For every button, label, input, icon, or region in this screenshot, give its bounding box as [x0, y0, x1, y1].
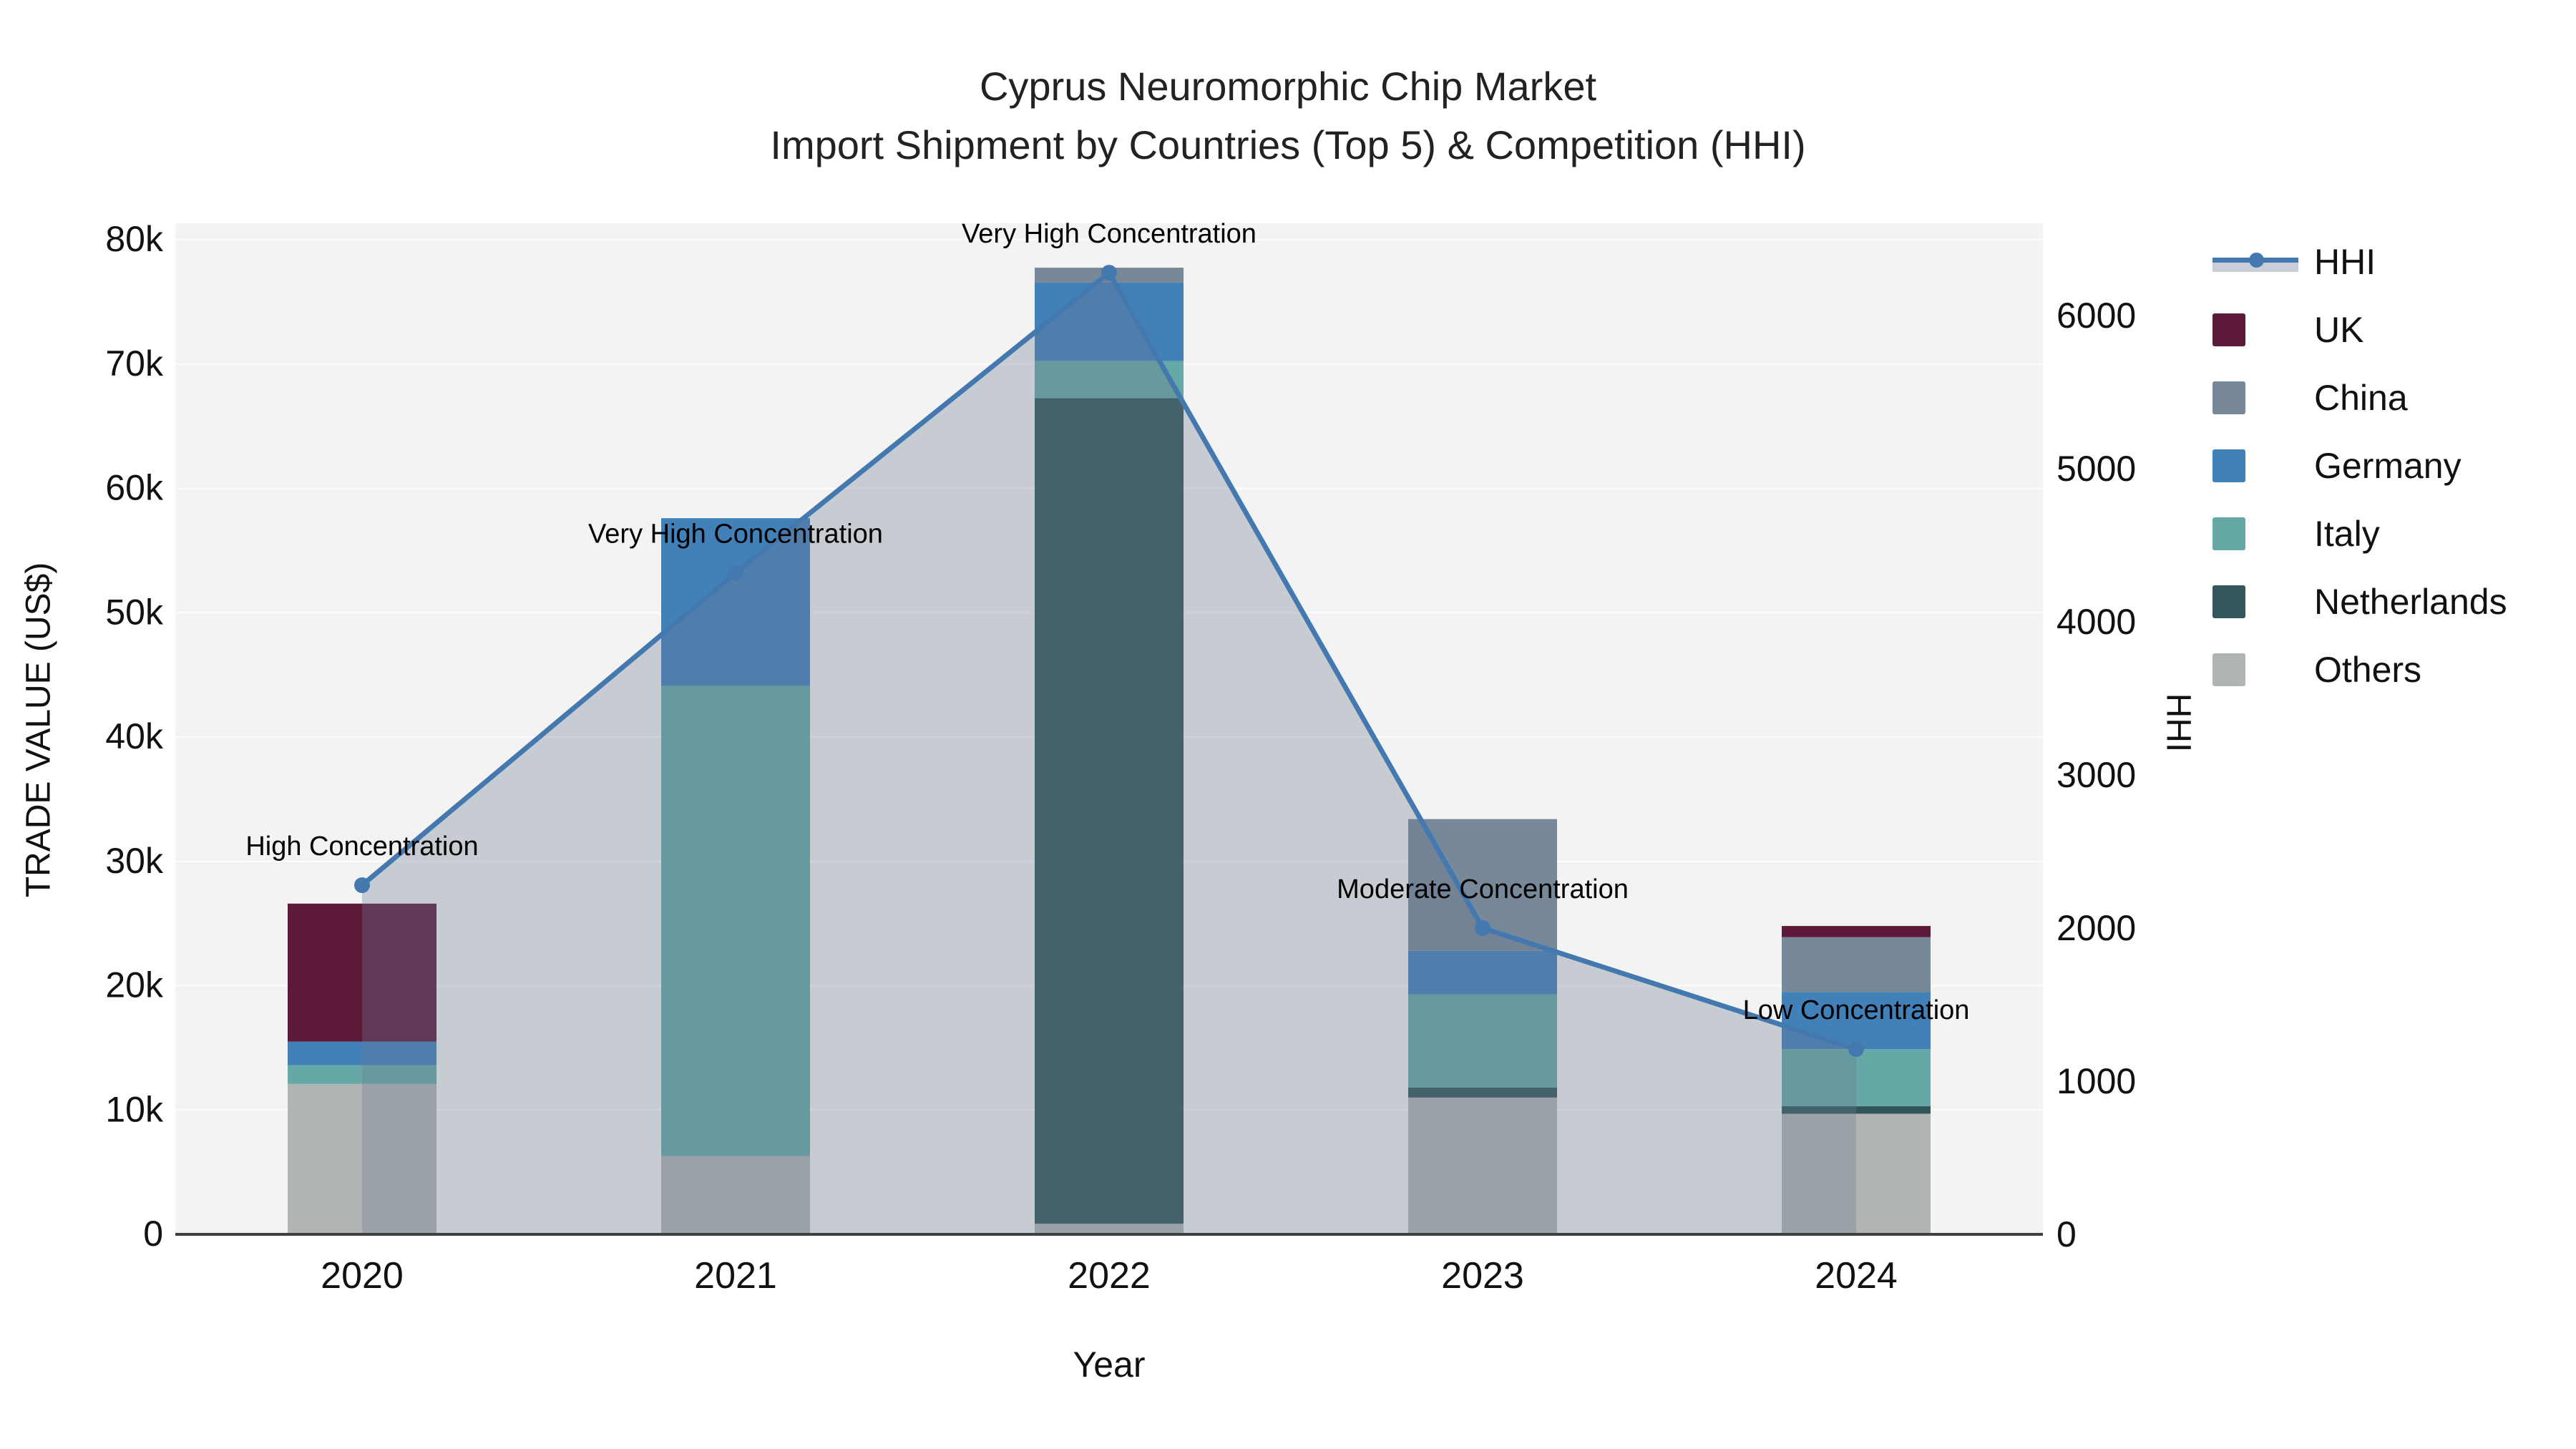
right-tick-label: 5000 — [2057, 449, 2136, 489]
left-tick-label: 70k — [105, 343, 164, 384]
legend-item-germany[interactable]: Germany — [2212, 431, 2556, 499]
left-tick-label: 20k — [105, 965, 164, 1005]
x-axis-title: Year — [1073, 1345, 1146, 1385]
chart-title-line2: Import Shipment by Countries (Top 5) & C… — [770, 122, 1806, 167]
bar-segment-italy-2020[interactable] — [288, 1065, 436, 1084]
bar-segment-italy-2021[interactable] — [661, 686, 810, 1156]
left-tick-label: 0 — [143, 1214, 163, 1254]
left-axis-title: TRADE VALUE (US$) — [19, 562, 58, 898]
annotation-2024: Low Concentration — [1743, 995, 1970, 1025]
annotation-2021: Very High Concentration — [588, 519, 883, 550]
left-tick-label: 10k — [105, 1089, 164, 1129]
left-tick-label: 30k — [105, 841, 164, 881]
legend-item-italy[interactable]: Italy — [2212, 499, 2556, 567]
x-tick-label-2024: 2024 — [1815, 1255, 1898, 1297]
bar-segment-italy-2022[interactable] — [1035, 361, 1184, 399]
legend: HHI UK China Germany Italy Netherlands Others — [2212, 228, 2556, 703]
annotation-2020: High Concentration — [245, 831, 478, 862]
legend-item-others[interactable]: Others — [2212, 635, 2556, 703]
right-tick-label: 1000 — [2057, 1061, 2136, 1101]
legend-label-netherlands: Netherlands — [2314, 581, 2507, 622]
hhi-line-icon — [2212, 245, 2298, 278]
hhi-marker-2020[interactable] — [354, 877, 370, 894]
legend-swatch-netherlands — [2212, 585, 2245, 618]
hhi-marker-2021[interactable] — [728, 565, 743, 581]
bar-segment-others-2022[interactable] — [1035, 1224, 1184, 1234]
right-tick-label: 2000 — [2057, 908, 2136, 948]
legend-label-others: Others — [2314, 649, 2422, 690]
right-tick-label: 3000 — [2057, 755, 2136, 795]
bar-segment-germany-2022[interactable] — [1035, 282, 1184, 361]
bar-segment-germany-2021[interactable] — [661, 518, 810, 686]
legend-swatch-italy — [2212, 517, 2245, 550]
hhi-marker-2022[interactable] — [1101, 265, 1117, 281]
left-tick-label: 60k — [105, 468, 164, 508]
x-tick-label-2020: 2020 — [321, 1255, 404, 1297]
legend-item-netherlands[interactable]: Netherlands — [2212, 567, 2556, 635]
left-tick-label: 50k — [105, 592, 164, 632]
right-axis-title: HHI — [2159, 693, 2197, 753]
bar-segment-uk-2024[interactable] — [1782, 926, 1931, 937]
bar-segment-italy-2023[interactable] — [1408, 994, 1557, 1088]
right-tick-label: 4000 — [2057, 602, 2136, 642]
left-tick-label: 80k — [105, 219, 164, 259]
bar-segment-netherlands-2022[interactable] — [1035, 398, 1184, 1224]
bar-segment-china-2024[interactable] — [1782, 937, 1931, 992]
legend-label-germany: Germany — [2314, 445, 2462, 486]
right-tick-label: 0 — [2057, 1214, 2077, 1254]
bar-segment-uk-2020[interactable] — [288, 903, 436, 1042]
right-tick-label: 6000 — [2057, 296, 2136, 336]
legend-swatch-others — [2212, 653, 2245, 686]
legend-item-uk[interactable]: UK — [2212, 296, 2556, 364]
bar-segment-germany-2020[interactable] — [288, 1041, 436, 1065]
bar-segment-germany-2024[interactable] — [1782, 992, 1931, 1050]
annotation-2023: Moderate Concentration — [1337, 874, 1629, 904]
left-tick-label: 40k — [105, 716, 164, 756]
x-tick-label-2021: 2021 — [694, 1255, 777, 1297]
x-tick-label-2022: 2022 — [1068, 1255, 1151, 1297]
x-tick-label-2023: 2023 — [1441, 1255, 1524, 1297]
hhi-area-fill — [362, 273, 1856, 1235]
legend-label-china: China — [2314, 377, 2408, 418]
bar-segment-netherlands-2024[interactable] — [1782, 1106, 1931, 1114]
bar-segment-others-2020[interactable] — [288, 1083, 436, 1234]
bar-segment-others-2024[interactable] — [1782, 1113, 1931, 1234]
legend-item-hhi[interactable]: HHI — [2212, 228, 2556, 296]
bar-segment-netherlands-2023[interactable] — [1408, 1087, 1557, 1098]
legend-label-italy: Italy — [2314, 513, 2380, 554]
bar-segment-others-2021[interactable] — [661, 1156, 810, 1234]
bar-segment-germany-2023[interactable] — [1408, 950, 1557, 995]
legend-swatch-germany — [2212, 449, 2245, 482]
hhi-marker-dot-icon — [2249, 252, 2264, 268]
bar-segment-others-2023[interactable] — [1408, 1097, 1557, 1234]
bar-segment-italy-2024[interactable] — [1782, 1049, 1931, 1107]
hhi-marker-2023[interactable] — [1475, 920, 1491, 936]
legend-swatch-china — [2212, 381, 2245, 414]
legend-label-uk: UK — [2314, 309, 2364, 350]
annotation-2022: Very High Concentration — [962, 219, 1257, 249]
legend-label-hhi: HHI — [2314, 241, 2376, 282]
chart-title-line1: Cyprus Neuromorphic Chip Market — [979, 64, 1597, 109]
legend-item-china[interactable]: China — [2212, 364, 2556, 431]
legend-swatch-uk — [2212, 313, 2245, 346]
hhi-marker-2024[interactable] — [1848, 1041, 1864, 1058]
